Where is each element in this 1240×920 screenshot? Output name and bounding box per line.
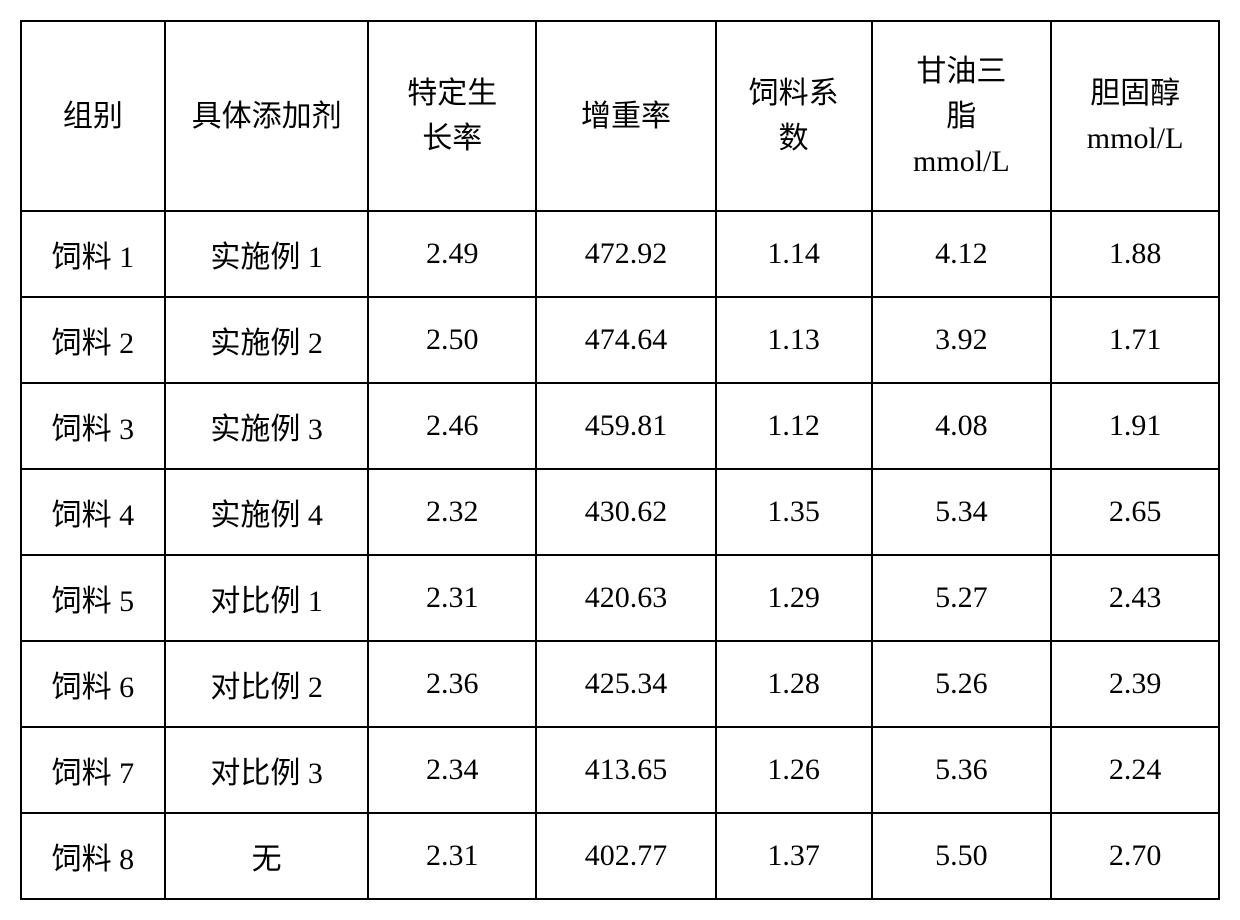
table-cell: 对比例 3 — [165, 727, 369, 813]
table-cell: 饲料 5 — [21, 555, 165, 641]
table-cell: 1.37 — [716, 813, 872, 899]
table-cell: 430.62 — [536, 469, 716, 555]
table-row: 饲料 8 无 2.31 402.77 1.37 5.50 2.70 — [21, 813, 1219, 899]
table-cell: 饲料 8 — [21, 813, 165, 899]
table-cell: 实施例 2 — [165, 297, 369, 383]
table-row: 饲料 7 对比例 3 2.34 413.65 1.26 5.36 2.24 — [21, 727, 1219, 813]
table-cell: 4.08 — [872, 383, 1052, 469]
table-cell: 2.65 — [1051, 469, 1219, 555]
table-cell: 5.36 — [872, 727, 1052, 813]
table-cell: 472.92 — [536, 211, 716, 297]
table-cell: 2.36 — [368, 641, 536, 727]
column-header-cholesterol: 胆固醇mmol/L — [1051, 21, 1219, 211]
data-table: 组别 具体添加剂 特定生长率 增重率 饲料系数 甘油三脂mmol/L 胆固醇mm… — [20, 20, 1220, 900]
table-cell: 1.29 — [716, 555, 872, 641]
column-header-group: 组别 — [21, 21, 165, 211]
table-cell: 实施例 3 — [165, 383, 369, 469]
table-cell: 2.46 — [368, 383, 536, 469]
table-cell: 425.34 — [536, 641, 716, 727]
table-row: 饲料 1 实施例 1 2.49 472.92 1.14 4.12 1.88 — [21, 211, 1219, 297]
table-body: 饲料 1 实施例 1 2.49 472.92 1.14 4.12 1.88 饲料… — [21, 211, 1219, 899]
table-row: 饲料 6 对比例 2 2.36 425.34 1.28 5.26 2.39 — [21, 641, 1219, 727]
column-header-triglyceride: 甘油三脂mmol/L — [872, 21, 1052, 211]
table-cell: 413.65 — [536, 727, 716, 813]
table-cell: 459.81 — [536, 383, 716, 469]
table-cell: 3.92 — [872, 297, 1052, 383]
table-header: 组别 具体添加剂 特定生长率 增重率 饲料系数 甘油三脂mmol/L 胆固醇mm… — [21, 21, 1219, 211]
table-cell: 2.49 — [368, 211, 536, 297]
table-cell: 2.24 — [1051, 727, 1219, 813]
table-cell: 2.39 — [1051, 641, 1219, 727]
table-cell: 4.12 — [872, 211, 1052, 297]
table-row: 饲料 2 实施例 2 2.50 474.64 1.13 3.92 1.71 — [21, 297, 1219, 383]
table-cell: 1.12 — [716, 383, 872, 469]
table-cell: 实施例 4 — [165, 469, 369, 555]
table-cell: 对比例 1 — [165, 555, 369, 641]
table-row: 饲料 4 实施例 4 2.32 430.62 1.35 5.34 2.65 — [21, 469, 1219, 555]
table-cell: 2.31 — [368, 813, 536, 899]
table-cell: 饲料 6 — [21, 641, 165, 727]
table-cell: 2.31 — [368, 555, 536, 641]
table-row: 饲料 5 对比例 1 2.31 420.63 1.29 5.27 2.43 — [21, 555, 1219, 641]
table-cell: 1.91 — [1051, 383, 1219, 469]
table-cell: 饲料 7 — [21, 727, 165, 813]
data-table-container: 组别 具体添加剂 特定生长率 增重率 饲料系数 甘油三脂mmol/L 胆固醇mm… — [20, 20, 1220, 900]
table-cell: 实施例 1 — [165, 211, 369, 297]
table-cell: 1.28 — [716, 641, 872, 727]
table-cell: 1.88 — [1051, 211, 1219, 297]
table-header-row: 组别 具体添加剂 特定生长率 增重率 饲料系数 甘油三脂mmol/L 胆固醇mm… — [21, 21, 1219, 211]
table-cell: 1.13 — [716, 297, 872, 383]
column-header-feed-coefficient: 饲料系数 — [716, 21, 872, 211]
table-cell: 402.77 — [536, 813, 716, 899]
table-cell: 5.34 — [872, 469, 1052, 555]
table-cell: 2.32 — [368, 469, 536, 555]
table-cell: 5.26 — [872, 641, 1052, 727]
table-cell: 饲料 2 — [21, 297, 165, 383]
table-cell: 474.64 — [536, 297, 716, 383]
table-cell: 1.35 — [716, 469, 872, 555]
table-cell: 1.26 — [716, 727, 872, 813]
table-cell: 2.34 — [368, 727, 536, 813]
table-cell: 2.43 — [1051, 555, 1219, 641]
table-cell: 1.14 — [716, 211, 872, 297]
table-cell: 5.27 — [872, 555, 1052, 641]
column-header-growth-rate: 特定生长率 — [368, 21, 536, 211]
table-cell: 饲料 3 — [21, 383, 165, 469]
table-cell: 饲料 1 — [21, 211, 165, 297]
column-header-additive: 具体添加剂 — [165, 21, 369, 211]
column-header-weight-gain: 增重率 — [536, 21, 716, 211]
table-cell: 对比例 2 — [165, 641, 369, 727]
table-cell: 1.71 — [1051, 297, 1219, 383]
table-cell: 2.70 — [1051, 813, 1219, 899]
table-cell: 5.50 — [872, 813, 1052, 899]
table-cell: 饲料 4 — [21, 469, 165, 555]
table-cell: 2.50 — [368, 297, 536, 383]
table-cell: 无 — [165, 813, 369, 899]
table-cell: 420.63 — [536, 555, 716, 641]
table-row: 饲料 3 实施例 3 2.46 459.81 1.12 4.08 1.91 — [21, 383, 1219, 469]
